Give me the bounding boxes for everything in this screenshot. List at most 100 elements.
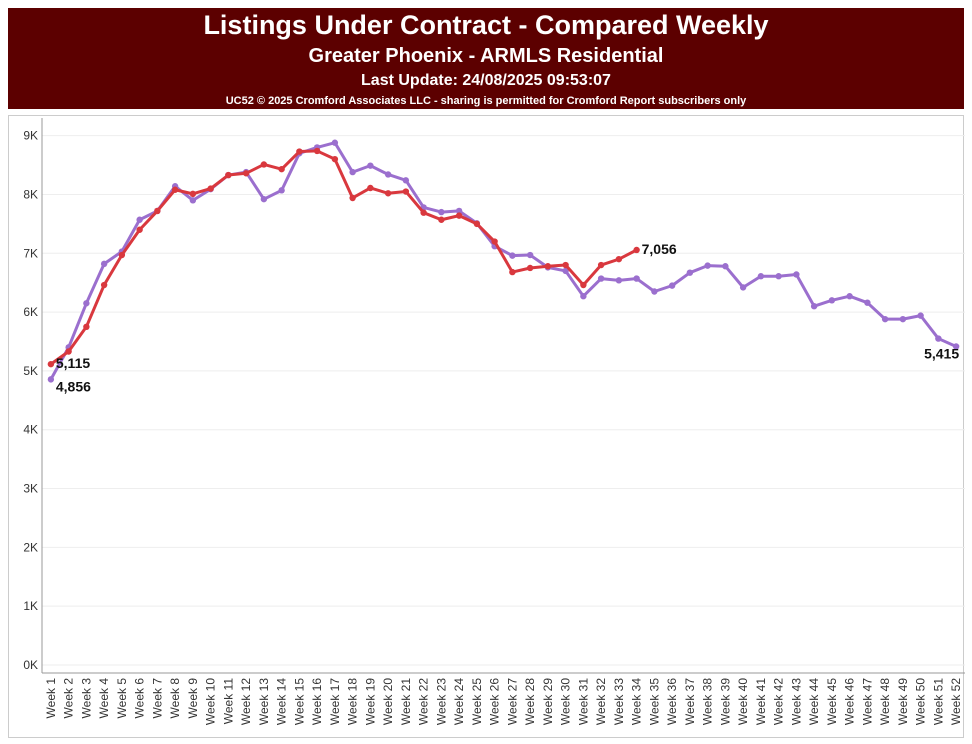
- point: [917, 312, 924, 319]
- point: [562, 267, 569, 275]
- y-tick-label: 0K: [23, 658, 38, 672]
- point: [438, 216, 445, 223]
- x-tick-label: Week 18: [346, 678, 360, 725]
- chart-subtitle: Greater Phoenix - ARMLS Residential: [309, 45, 664, 67]
- frame: [8, 115, 964, 738]
- point: [828, 297, 836, 304]
- point: [189, 197, 197, 204]
- x-tick-label: Week 11: [221, 678, 235, 725]
- point: [526, 251, 534, 259]
- point: [668, 282, 676, 289]
- x-tick-label: Week 46: [843, 678, 857, 725]
- point: [544, 263, 552, 270]
- x-tick-label: Week 49: [896, 678, 910, 725]
- y-tick-label: 5K: [23, 364, 38, 378]
- x-tick-label: Week 42: [772, 678, 786, 725]
- x-tick-label: Week 32: [594, 678, 608, 725]
- point: [242, 170, 250, 177]
- point: [952, 343, 960, 350]
- point: [597, 261, 605, 269]
- x-tick-label: Week 16: [310, 678, 324, 725]
- point: [349, 194, 356, 202]
- x-tick-label: Week 27: [505, 678, 519, 725]
- point: [331, 155, 339, 163]
- x-tick-label: Week 47: [860, 678, 874, 725]
- point: [509, 268, 516, 276]
- x-tick-label: Week 6: [133, 678, 147, 719]
- point: [331, 139, 339, 146]
- x-tick-label: Week 36: [665, 678, 679, 725]
- x-tick-label: Week 25: [470, 678, 484, 725]
- y-tick-label: 4K: [23, 423, 38, 437]
- point: [633, 275, 640, 282]
- point: [384, 171, 392, 178]
- point: [615, 255, 623, 263]
- x-tick-label: Week 52: [949, 678, 963, 725]
- point: [47, 376, 55, 383]
- x-tick-label: Week 22: [417, 678, 431, 725]
- point: [615, 277, 623, 284]
- point: [580, 293, 587, 300]
- x-tick-label: Week 29: [541, 678, 555, 725]
- x-tick-label: Week 9: [186, 678, 200, 719]
- point: [47, 360, 55, 368]
- y-tick-label: 6K: [23, 305, 38, 319]
- x-tick-label: Week 33: [612, 678, 626, 725]
- x-tick-label: Week 35: [647, 678, 661, 725]
- point: [562, 261, 569, 269]
- x-tick-label: Week 20: [381, 678, 395, 725]
- point: [651, 288, 658, 295]
- x-tick-label: Week 28: [523, 678, 537, 725]
- point: [864, 299, 871, 306]
- x-tick-label: Week 21: [399, 678, 413, 725]
- point: [793, 271, 800, 278]
- point: [100, 260, 108, 268]
- point: [633, 246, 640, 254]
- point: [207, 185, 214, 192]
- x-tick-label: Week 1: [44, 678, 58, 719]
- point: [189, 190, 197, 198]
- point: [704, 262, 711, 269]
- x-tick-label: Week 48: [878, 678, 892, 725]
- point: [65, 348, 72, 355]
- y-tick-label: 8K: [23, 187, 38, 201]
- x-tick-label: Week 30: [559, 678, 573, 725]
- point: [154, 207, 161, 215]
- update-line: Last Update: 24/08/2025 09:53:07: [361, 72, 611, 89]
- x-tick-label: Week 34: [630, 678, 644, 725]
- x-tick-label: Week 24: [452, 678, 466, 725]
- point: [367, 162, 374, 169]
- point: [420, 209, 427, 216]
- y-tick-label: 7K: [23, 246, 38, 260]
- point: [349, 168, 356, 176]
- point: [509, 252, 516, 259]
- x-tick-label: Week 43: [789, 678, 803, 725]
- x-tick-label: Week 39: [718, 678, 732, 725]
- data-label: 4,856: [56, 378, 91, 394]
- point: [402, 188, 410, 195]
- point: [313, 147, 321, 155]
- point: [171, 186, 179, 193]
- x-tick-label: Week 17: [328, 678, 342, 725]
- y-tick-label: 1K: [23, 599, 38, 613]
- x-tick-label: Week 7: [150, 678, 164, 719]
- data-label: 5,415: [924, 346, 959, 362]
- x-tick-label: Week 31: [576, 678, 590, 725]
- x-tick-label: Week 12: [239, 678, 253, 725]
- point: [810, 303, 818, 310]
- x-tick-label: Week 3: [79, 678, 93, 719]
- point: [438, 208, 445, 216]
- point: [473, 220, 481, 228]
- y-tick-label: 3K: [23, 482, 38, 496]
- point: [775, 273, 782, 280]
- point: [580, 281, 587, 289]
- point: [278, 187, 285, 194]
- point: [881, 315, 889, 323]
- point: [83, 323, 90, 331]
- point: [136, 216, 143, 223]
- point: [757, 273, 765, 280]
- x-tick-label: Week 5: [115, 678, 129, 719]
- x-tick-label: Week 23: [434, 678, 448, 725]
- point: [367, 184, 374, 192]
